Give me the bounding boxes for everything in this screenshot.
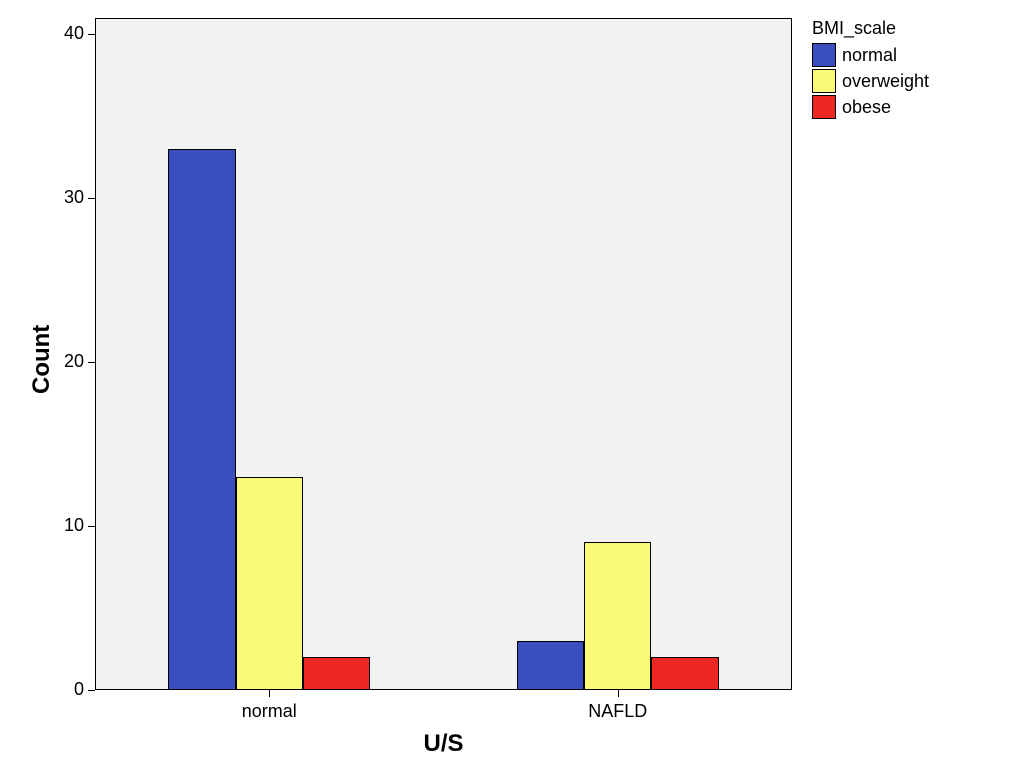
y-tick-mark [88, 690, 95, 691]
legend-swatch [812, 95, 836, 119]
y-tick-label: 40 [44, 23, 84, 44]
bar [236, 477, 303, 690]
bar [584, 542, 651, 690]
x-tick-label: normal [189, 701, 349, 722]
y-tick-mark [88, 34, 95, 35]
legend-swatch [812, 43, 836, 67]
y-tick-label: 30 [44, 187, 84, 208]
legend: BMI_scale normal overweight obese [812, 18, 929, 121]
bar [517, 641, 584, 690]
x-tick-label: NAFLD [538, 701, 698, 722]
y-tick-label: 0 [44, 679, 84, 700]
bar [168, 149, 235, 690]
legend-swatch [812, 69, 836, 93]
y-tick-mark [88, 198, 95, 199]
x-tick-mark [269, 690, 270, 697]
legend-label: normal [842, 45, 897, 66]
legend-label: obese [842, 97, 891, 118]
x-tick-mark [618, 690, 619, 697]
x-axis-label: U/S [344, 730, 544, 758]
y-tick-label: 10 [44, 515, 84, 536]
legend-title: BMI_scale [812, 18, 929, 39]
y-tick-label: 20 [44, 351, 84, 372]
legend-item: obese [812, 95, 929, 119]
legend-label: overweight [842, 71, 929, 92]
y-tick-mark [88, 362, 95, 363]
legend-item: normal [812, 43, 929, 67]
bar [651, 657, 718, 690]
bar [303, 657, 370, 690]
chart-container: Count U/S BMI_scale normaloverweightobes… [0, 0, 1024, 782]
legend-item: overweight [812, 69, 929, 93]
y-tick-mark [88, 526, 95, 527]
